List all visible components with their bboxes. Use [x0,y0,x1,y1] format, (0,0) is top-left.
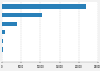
Bar [2,13,42,17]
Bar [2,22,17,26]
Bar [2,39,3,43]
Bar [2,30,5,34]
Bar [2,4,86,9]
Bar [2,47,3,52]
